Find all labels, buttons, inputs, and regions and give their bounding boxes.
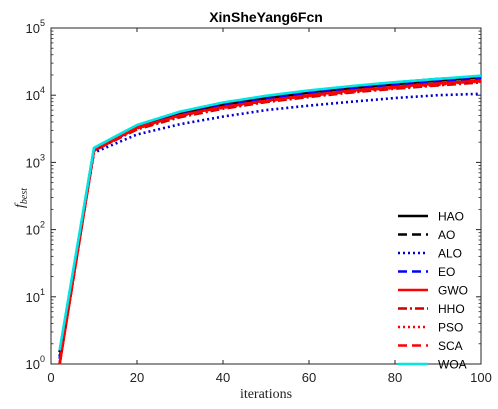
- y-tick-base: 10: [26, 155, 40, 170]
- legend-label-woa: WOA: [438, 358, 467, 372]
- x-tick-label: 40: [216, 370, 230, 385]
- y-tick-base: 10: [26, 290, 40, 305]
- y-tick-exponent: 5: [40, 18, 45, 28]
- series-layer: [58, 74, 482, 365]
- y-tick-label: 100: [26, 354, 45, 372]
- chart-title: XinSheYang6Fcn: [209, 9, 323, 25]
- y-tick-base: 10: [26, 21, 40, 36]
- y-tick-label: 101: [26, 287, 45, 305]
- legend-label-alo: ALO: [438, 247, 462, 261]
- x-tick-label: 20: [130, 370, 144, 385]
- y-axis-label: fbest: [13, 188, 30, 208]
- y-tick-exponent: 1: [40, 287, 45, 297]
- y-tick-exponent: 3: [40, 152, 45, 162]
- y-tick-label: 104: [26, 85, 45, 103]
- y-tick-base: 10: [26, 357, 40, 372]
- y-tick-label: 102: [26, 220, 45, 238]
- legend-label-hho: HHO: [438, 302, 465, 316]
- y-tick-label: 103: [26, 152, 45, 170]
- legend-label-gwo: GWO: [438, 284, 468, 298]
- y-tick-label: 105: [26, 18, 45, 36]
- y-tick-base: 10: [26, 223, 40, 238]
- x-axis-ticks: 0 20 40 60 80 100: [47, 28, 492, 385]
- y-axis-label-sub: best: [19, 188, 30, 204]
- legend: HAO AO ALO EO GWO HHO PSO SCA WOA: [398, 210, 468, 372]
- x-axis-label: iterations: [240, 387, 292, 402]
- legend-label-eo: EO: [438, 265, 455, 279]
- y-tick-exponent: 2: [40, 220, 45, 230]
- plot-area: [50, 27, 482, 365]
- x-tick-label: 80: [388, 370, 402, 385]
- legend-label-hao: HAO: [438, 210, 464, 224]
- legend-label-sca: SCA: [438, 339, 463, 353]
- series-line-sca: [58, 79, 482, 365]
- legend-label-pso: PSO: [438, 321, 463, 335]
- x-tick-label: 60: [302, 370, 316, 385]
- legend-label-ao: AO: [438, 228, 455, 242]
- y-tick-base: 10: [26, 88, 40, 103]
- y-tick-exponent: 0: [40, 354, 45, 364]
- y-tick-exponent: 4: [40, 85, 45, 95]
- series-line-woa: [58, 74, 482, 351]
- y-axis-label-main: f: [13, 202, 28, 208]
- x-tick-label: 0: [47, 370, 54, 385]
- x-tick-label: 100: [470, 370, 492, 385]
